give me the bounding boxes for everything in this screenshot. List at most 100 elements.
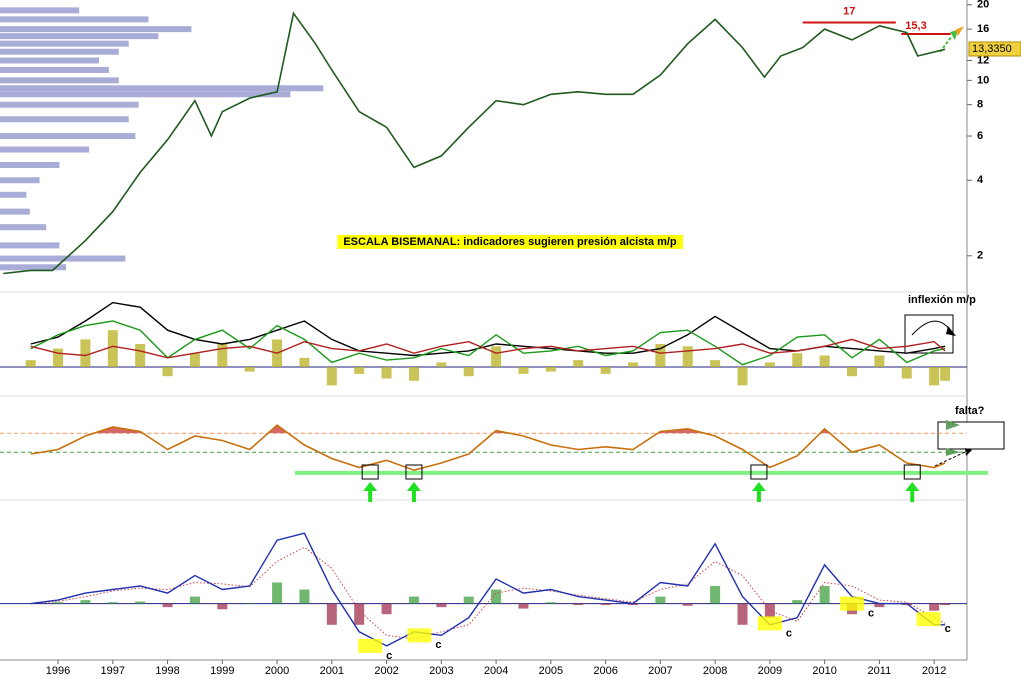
x-tick-label: 2012 [922, 665, 946, 677]
x-tick-label: 1998 [155, 665, 179, 677]
histogram-bar [573, 603, 584, 606]
histogram-bar [354, 367, 365, 374]
histogram-bar [655, 344, 666, 367]
histogram-bar [491, 346, 502, 367]
histogram-bar [655, 596, 666, 604]
signal-box [405, 464, 423, 480]
histogram-bar [80, 339, 91, 367]
x-tick-label: 1997 [101, 665, 125, 677]
falta-box [934, 420, 1005, 467]
histogram-bar [381, 603, 392, 615]
y-tick-label: 6 [977, 130, 983, 142]
histogram-bar [545, 367, 556, 372]
histogram-bar [940, 367, 951, 381]
histogram-bar [217, 603, 228, 610]
histogram-bar [874, 603, 885, 608]
histogram-bar [710, 360, 721, 367]
histogram-bar [408, 596, 419, 604]
c-highlight [757, 616, 782, 631]
histogram-bar [53, 348, 64, 367]
histogram-bar [792, 353, 803, 367]
volume-profile-bar [0, 191, 27, 198]
x-tick-label: 2008 [703, 665, 727, 677]
signal-box [903, 464, 921, 480]
histogram-bar [107, 330, 118, 367]
volume-profile-bar [0, 242, 60, 249]
volume-profile-bar [0, 162, 60, 169]
histogram-bar [682, 346, 693, 367]
histogram-bar [901, 367, 912, 379]
signal-arrow [363, 482, 378, 502]
series-line [30, 424, 946, 472]
histogram-bar [929, 367, 940, 386]
histogram-bar [518, 603, 529, 609]
histogram-bar [354, 603, 365, 625]
volume-profile-bar [0, 133, 136, 140]
y-tick-label: 12 [977, 54, 989, 66]
histogram-bar [627, 603, 638, 606]
c-highlight [358, 638, 383, 653]
histogram-bar [326, 603, 337, 625]
histogram-bar [436, 603, 447, 608]
x-tick-label: 2009 [758, 665, 782, 677]
y-tick-label: 2 [977, 250, 983, 262]
x-tick-label: 1999 [210, 665, 234, 677]
annotation-background [337, 234, 683, 249]
series-line [30, 320, 946, 366]
level-label: 17 [843, 5, 855, 17]
histogram-bar [189, 596, 200, 604]
c-highlight [407, 628, 432, 643]
histogram-bar [518, 367, 529, 374]
histogram-bar [600, 603, 611, 606]
c-label: c [786, 627, 792, 639]
x-tick-label: 2010 [812, 665, 836, 677]
volume-profile-bar [0, 77, 119, 84]
histogram-bar [491, 589, 502, 604]
histogram-bar [682, 603, 693, 606]
histogram-bar [545, 602, 556, 604]
volume-profile-bar [0, 33, 159, 40]
x-tick-label: 2007 [648, 665, 672, 677]
price-tag-label: 13,3350 [972, 43, 1012, 55]
signal-arrow [751, 482, 766, 502]
volume-profile-bar [0, 255, 126, 262]
y-tick-label: 8 [977, 99, 983, 111]
histogram-bar [463, 367, 474, 377]
histogram-bar [107, 602, 118, 604]
annotation: inflexión m/p [908, 294, 976, 306]
histogram-bar [627, 362, 638, 367]
x-tick-label: 1996 [46, 665, 70, 677]
signal-arrow [905, 482, 920, 502]
histogram-bar [792, 600, 803, 604]
volume-profile-bar [0, 66, 109, 73]
histogram-bar [819, 586, 830, 604]
volume-profile-bar [0, 264, 66, 271]
histogram-bar [80, 600, 91, 604]
volume-profile-bar [0, 224, 47, 231]
c-label: c [868, 608, 874, 620]
histogram-bar [381, 367, 392, 379]
histogram-bar [710, 586, 721, 604]
volume-profile-bar [0, 177, 40, 184]
y-tick-label: 4 [977, 174, 984, 186]
volume-profile-bar [0, 208, 30, 215]
histogram-bar [189, 353, 200, 367]
level-label: 15,3 [905, 20, 926, 32]
volume-profile-bar [0, 48, 119, 55]
x-tick-label: 2004 [484, 665, 508, 677]
series-line [3, 11, 946, 275]
c-label: c [435, 639, 441, 651]
c-label: c [945, 623, 951, 635]
histogram-bar [764, 362, 775, 367]
volume-profile-bar [0, 26, 192, 33]
c-label: c [386, 650, 392, 662]
trend-arrow [939, 26, 964, 53]
signal-arrow [406, 482, 421, 502]
histogram-bar [819, 355, 830, 367]
volume-profile-bar [0, 40, 129, 47]
c-highlight [916, 612, 941, 627]
histogram-bar [135, 344, 146, 367]
series-line [30, 338, 946, 359]
